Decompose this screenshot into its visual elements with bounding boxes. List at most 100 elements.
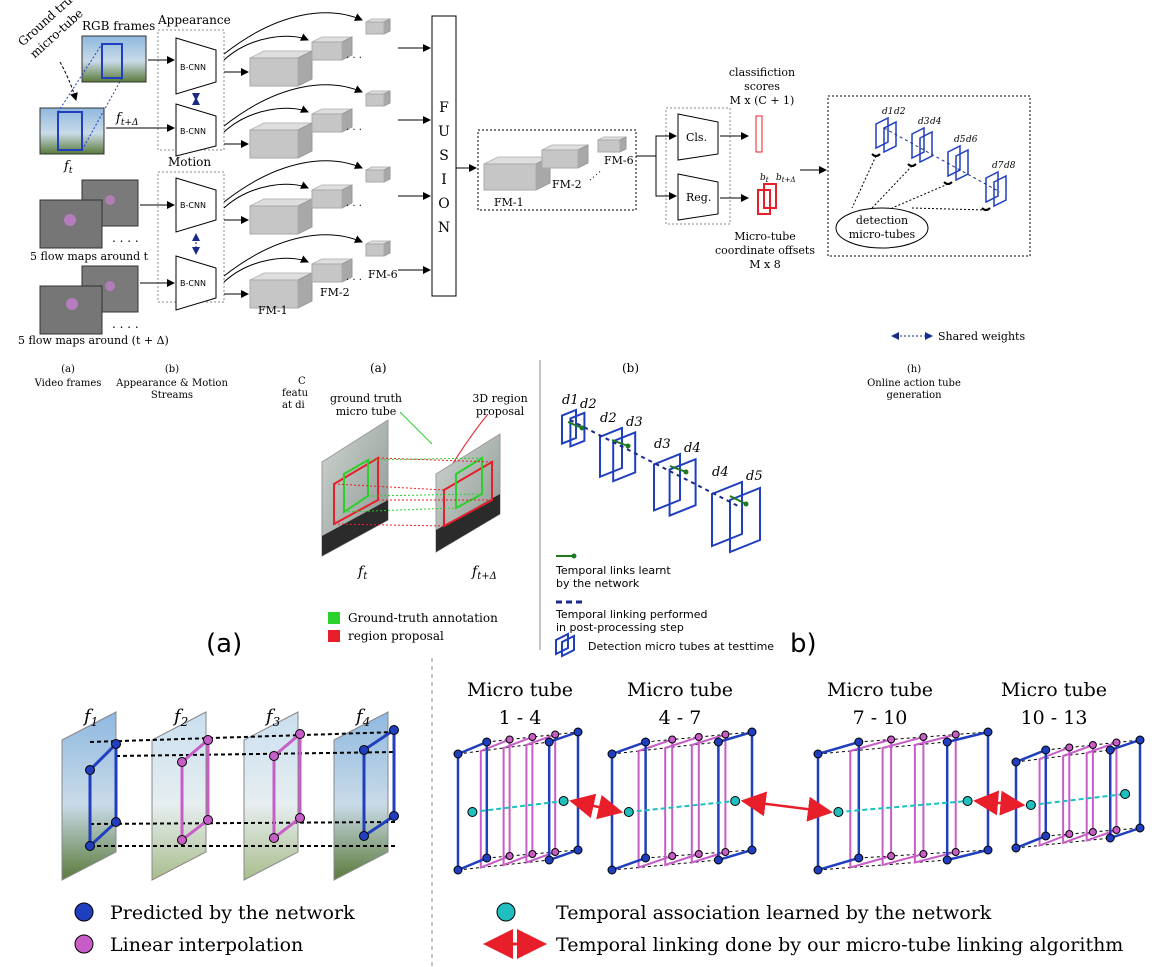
- interp-frame: [664, 735, 700, 867]
- d-label: d3: [626, 415, 643, 430]
- assoc-dot: [558, 796, 569, 806]
- d-label: d2: [894, 107, 906, 117]
- micro-tube-title: Micro tube: [627, 679, 733, 701]
- detection-tube-front: [985, 170, 999, 204]
- predicted-dot: [942, 737, 952, 747]
- interp-frame: [525, 733, 557, 864]
- assoc-dot: [730, 796, 741, 806]
- cube-arrow: [223, 255, 309, 283]
- cube-arrow: [223, 160, 363, 203]
- cube-arrow: [223, 12, 363, 55]
- assoc-dot: [962, 796, 973, 806]
- f-t-delta-label: ft+Δ: [115, 111, 138, 128]
- legend-temporal-linking-1: Temporal linking performed: [555, 608, 708, 621]
- svg-text:(h): (h): [907, 364, 921, 375]
- interp-dot: [1065, 830, 1074, 838]
- interp-dot: [1112, 738, 1121, 747]
- svg-text:generation: generation: [886, 390, 942, 401]
- green-link-end: [683, 469, 689, 475]
- frame-connector: [89, 821, 397, 825]
- d-label: d1: [562, 393, 579, 408]
- d-label: d2: [600, 411, 617, 426]
- svg-text:M x (C + 1): M x (C + 1): [730, 94, 795, 107]
- svg-text:I: I: [441, 172, 447, 188]
- flow-blob: [105, 195, 115, 205]
- dots: . . .: [346, 198, 362, 209]
- green-link: [669, 465, 687, 473]
- mid-tube-front: [561, 408, 577, 446]
- assoc-dot: [833, 807, 844, 817]
- svg-text:O: O: [438, 196, 449, 212]
- svg-text:B-CNN: B-CNN: [180, 63, 206, 72]
- legend-temporal-links-2: by the network: [556, 577, 640, 590]
- legend-predicted-dot: [74, 902, 94, 922]
- assoc-dot: [467, 807, 478, 817]
- svg-text:U: U: [438, 124, 450, 140]
- interp-dot: [668, 852, 677, 860]
- classification-scores-label: classifiction scores M x (C + 1): [729, 66, 795, 107]
- gt-box-ftd: [455, 456, 483, 510]
- detection-tubes: d1 d2 d3 d4 d5 d6 d7 d8: [851, 107, 1016, 211]
- dots: . . .: [346, 272, 362, 283]
- flow-t-delta-label: 5 flow maps around (t + Δ): [18, 334, 169, 347]
- svg-text:C: C: [298, 376, 306, 387]
- mid-tube-front: [711, 480, 743, 548]
- feature-map-cube: [365, 240, 391, 257]
- feature-map-cube: [311, 36, 353, 61]
- linking-arrow: [569, 793, 624, 820]
- legend-interp-label: Linear interpolation: [110, 934, 303, 956]
- corner-dot: [85, 841, 95, 851]
- assoc-line: [472, 800, 564, 813]
- pointer: [851, 155, 877, 209]
- svg-text:B-CNN: B-CNN: [180, 201, 206, 210]
- svg-text:F: F: [439, 100, 449, 116]
- micro-tube-range: 4 - 7: [659, 707, 702, 729]
- green-link-end: [625, 443, 631, 449]
- feature-map-cube: [365, 18, 391, 35]
- mid-tube-back: [569, 411, 586, 448]
- predicted-dot: [747, 845, 757, 855]
- region-proposal-label: 3D region proposal: [472, 392, 527, 418]
- online-tube-box: [827, 95, 1031, 257]
- d-label: d7: [992, 161, 1004, 171]
- feature-map-cube: [249, 50, 313, 87]
- flow-t-label: 5 flow maps around t: [30, 250, 149, 263]
- brace: [943, 181, 953, 185]
- interp-dot: [887, 852, 896, 860]
- big-label-b: b): [790, 629, 817, 659]
- tube-frame-start: [456, 740, 489, 872]
- svg-text:Micro-tube: Micro-tube: [734, 230, 796, 243]
- flow-blob: [105, 281, 115, 291]
- interp-frame: [913, 733, 957, 864]
- head-arrow: [636, 132, 677, 157]
- predicted-dot: [607, 865, 617, 875]
- green-link: [567, 421, 583, 429]
- feature-map-cube: [249, 198, 313, 235]
- interp-dot: [1088, 741, 1097, 749]
- predicted-dot: [641, 853, 651, 863]
- fused-fm2: FM-2: [552, 178, 582, 191]
- interp-frame: [881, 735, 925, 867]
- micro-tubes: Micro tube 1 - 4 Micro tube 4 - 7 Micro tube…: [453, 679, 1145, 875]
- gt-box-back: [101, 43, 123, 79]
- interp-dot: [528, 733, 537, 741]
- legend-predicted-label: Predicted by the network: [110, 902, 355, 924]
- interp-frame: [637, 738, 674, 869]
- predicted-dot: [1041, 745, 1051, 755]
- interp-frame: [849, 738, 893, 869]
- green-link-end: [579, 425, 585, 431]
- d-label: d8: [1004, 161, 1016, 171]
- predicted-dot: [983, 845, 993, 855]
- interp-dot: [694, 733, 703, 741]
- d-label: d5: [746, 469, 763, 484]
- legend-detection-tubes: Detection micro tubes at testtime: [588, 640, 774, 653]
- d-label: d4: [684, 441, 701, 456]
- legend-temporal-linking-2: in post-processing step: [556, 621, 684, 634]
- legend-gt-label: Ground-truth annotation: [348, 611, 498, 625]
- detection-tube-front: [947, 144, 961, 178]
- bt-delta-label: bt+Δ: [776, 173, 796, 184]
- corner-dot: [177, 757, 187, 767]
- svg-text:micro tube: micro tube: [336, 405, 397, 418]
- brace: [871, 153, 881, 157]
- interp-dot: [1065, 743, 1074, 752]
